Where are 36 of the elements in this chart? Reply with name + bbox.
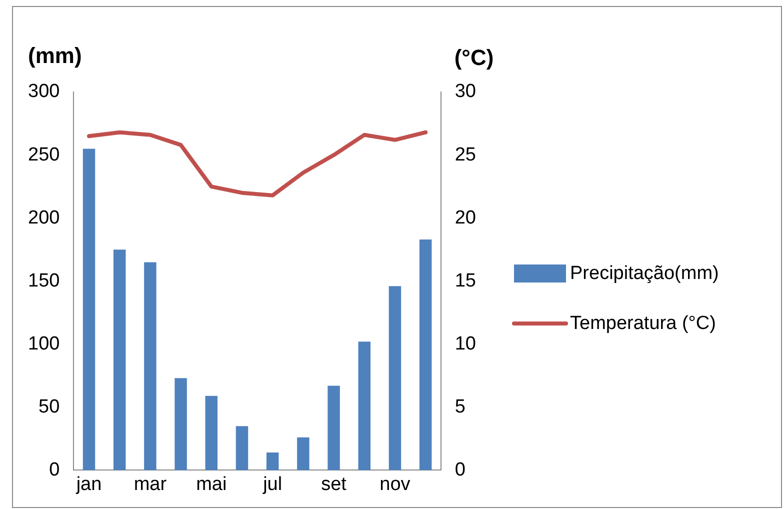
y-axis-title: (mm) (28, 43, 82, 68)
bar (328, 386, 340, 470)
bar (236, 426, 248, 470)
x-tick-label: jan (75, 474, 102, 495)
y-tick-label: 150 (28, 270, 60, 292)
y2-tick-label: 25 (454, 144, 476, 166)
y2-tick-label: 0 (454, 459, 466, 480)
legend-label: Precipitação(mm) (570, 262, 719, 284)
bar (419, 240, 432, 470)
y-tick-label: 100 (28, 333, 60, 354)
y-tick-label: 0 (49, 459, 60, 480)
bar (266, 452, 279, 470)
y2-axis-title: (°C) (454, 45, 494, 70)
x-tick-label: mai (196, 474, 227, 495)
x-tick-label: set (321, 474, 348, 495)
bar (297, 437, 310, 470)
y-tick-label: 300 (28, 81, 60, 102)
bar (113, 250, 126, 470)
y-tick-label: 50 (38, 396, 60, 418)
x-tick-label: jul (262, 474, 282, 495)
y2-tick-label: 20 (454, 207, 476, 228)
bar (144, 262, 156, 470)
y2-tick-label: 15 (454, 270, 476, 292)
y-tick-label: 250 (28, 144, 60, 166)
bar (358, 342, 370, 470)
bar (205, 396, 218, 470)
y2-tick-label: 5 (454, 396, 466, 418)
y2-tick-label: 30 (454, 81, 476, 102)
bar (388, 286, 402, 470)
y-tick-label: 200 (28, 207, 60, 228)
bar (82, 148, 96, 470)
x-tick-label: mar (134, 474, 168, 495)
x-tick-label: nov (380, 474, 411, 495)
y2-tick-label: 10 (454, 333, 476, 354)
bar (174, 378, 187, 470)
legend-label: Temperatura (°C) (570, 312, 716, 334)
